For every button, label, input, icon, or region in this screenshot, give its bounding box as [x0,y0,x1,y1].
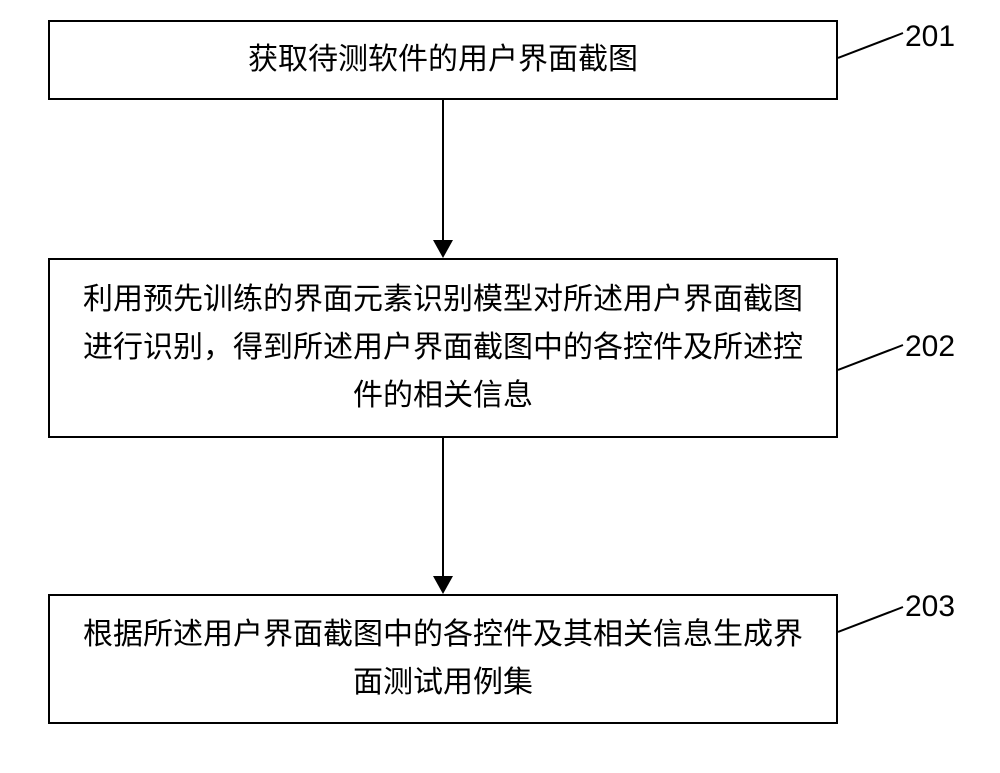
flowchart-step-1: 获取待测软件的用户界面截图 [48,20,838,100]
arrow-head-icon [433,240,453,258]
step-text: 根据所述用户界面截图中的各控件及其相关信息生成界面测试用例集 [70,611,816,707]
step-text: 获取待测软件的用户界面截图 [248,36,638,84]
flowchart-step-2: 利用预先训练的界面元素识别模型对所述用户界面截图进行识别，得到所述用户界面截图中… [48,258,838,438]
step-label-201: 201 [905,20,955,54]
step-text: 利用预先训练的界面元素识别模型对所述用户界面截图进行识别，得到所述用户界面截图中… [70,276,816,420]
arrow-shaft [442,438,444,576]
leader-line-3 [838,602,908,637]
step-label-203: 203 [905,590,955,624]
flowchart-step-3: 根据所述用户界面截图中的各控件及其相关信息生成界面测试用例集 [48,594,838,724]
leader-line-2 [838,340,908,375]
arrow-head-icon [433,576,453,594]
arrow-shaft [442,100,444,240]
flowchart-container: 获取待测软件的用户界面截图 201 利用预先训练的界面元素识别模型对所述用户界面… [0,0,1000,773]
step-label-202: 202 [905,330,955,364]
leader-line-1 [838,30,908,65]
